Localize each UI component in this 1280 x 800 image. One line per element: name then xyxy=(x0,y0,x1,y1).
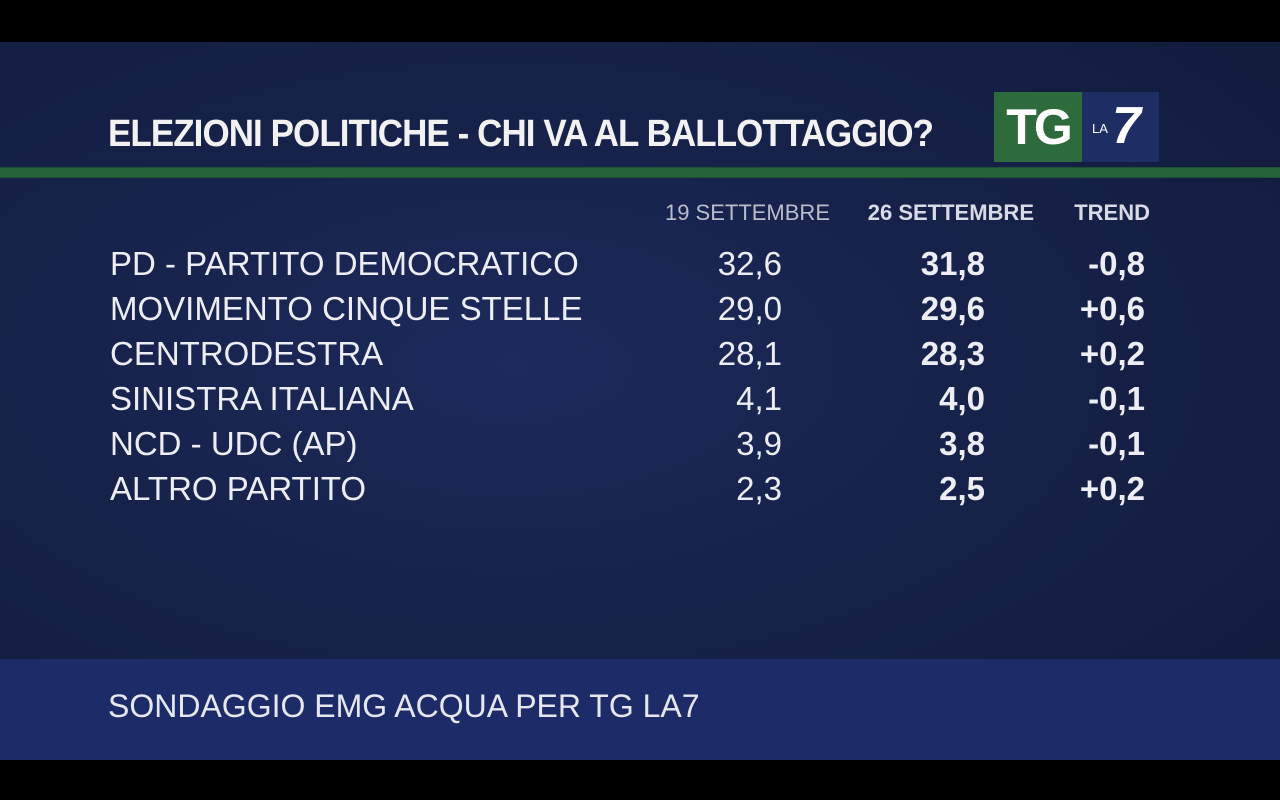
logo-la7-block: LA 7 xyxy=(1082,92,1159,162)
table-row: ALTRO PARTITO 2,3 2,5 +0,2 xyxy=(0,466,1280,511)
value-19-settembre: 32,6 xyxy=(717,245,782,282)
value-19-settembre: 2,3 xyxy=(736,470,782,507)
value-trend: +0,6 xyxy=(1079,290,1145,327)
party-label: MOVIMENTO CINQUE STELLE xyxy=(110,290,583,327)
green-divider xyxy=(0,167,1280,178)
column-header-19-settembre: 19 SETTEMBRE xyxy=(664,200,830,225)
column-header-trend: TREND xyxy=(1074,200,1150,225)
footer-band xyxy=(0,659,1280,760)
value-26-settembre: 4,0 xyxy=(939,380,985,417)
tg-la7-logo: TG LA 7 xyxy=(994,92,1159,162)
value-trend: +0,2 xyxy=(1079,335,1145,372)
party-label: SINISTRA ITALIANA xyxy=(110,380,414,417)
value-19-settembre: 3,9 xyxy=(736,425,782,462)
value-trend: -0,8 xyxy=(1088,245,1145,282)
logo-tg: TG xyxy=(994,92,1082,162)
value-26-settembre: 2,5 xyxy=(939,470,985,507)
value-19-settembre: 29,0 xyxy=(717,290,782,327)
logo-seven: 7 xyxy=(1112,97,1141,155)
value-26-settembre: 3,8 xyxy=(939,425,985,462)
source-caption: SONDAGGIO EMG ACQUA PER TG LA7 xyxy=(108,688,700,724)
chart-title: ELEZIONI POLITICHE - CHI VA AL BALLOTTAG… xyxy=(108,113,934,155)
value-trend: -0,1 xyxy=(1088,425,1145,462)
logo-la: LA xyxy=(1092,121,1108,136)
table-row: SINISTRA ITALIANA 4,1 4,0 -0,1 xyxy=(0,376,1280,421)
value-trend: +0,2 xyxy=(1079,470,1145,507)
party-label: CENTRODESTRA xyxy=(110,335,384,372)
party-label: ALTRO PARTITO xyxy=(110,470,367,507)
value-26-settembre: 31,8 xyxy=(920,245,985,282)
column-header-26-settembre: 26 SETTEMBRE xyxy=(867,200,1034,225)
table-row: NCD - UDC (AP) 3,9 3,8 -0,1 xyxy=(0,421,1280,466)
value-26-settembre: 29,6 xyxy=(920,290,985,327)
value-19-settembre: 4,1 xyxy=(736,380,782,417)
table-row: PD - PARTITO DEMOCRATICO 32,6 31,8 -0,8 xyxy=(0,241,1280,286)
value-26-settembre: 28,3 xyxy=(920,335,985,372)
table-row: MOVIMENTO CINQUE STELLE 29,0 29,6 +0,6 xyxy=(0,286,1280,331)
table-row: CENTRODESTRA 28,1 28,3 +0,2 xyxy=(0,331,1280,376)
party-label: PD - PARTITO DEMOCRATICO xyxy=(110,245,579,282)
value-trend: -0,1 xyxy=(1088,380,1145,417)
party-label: NCD - UDC (AP) xyxy=(110,425,358,462)
value-19-settembre: 28,1 xyxy=(717,335,782,372)
